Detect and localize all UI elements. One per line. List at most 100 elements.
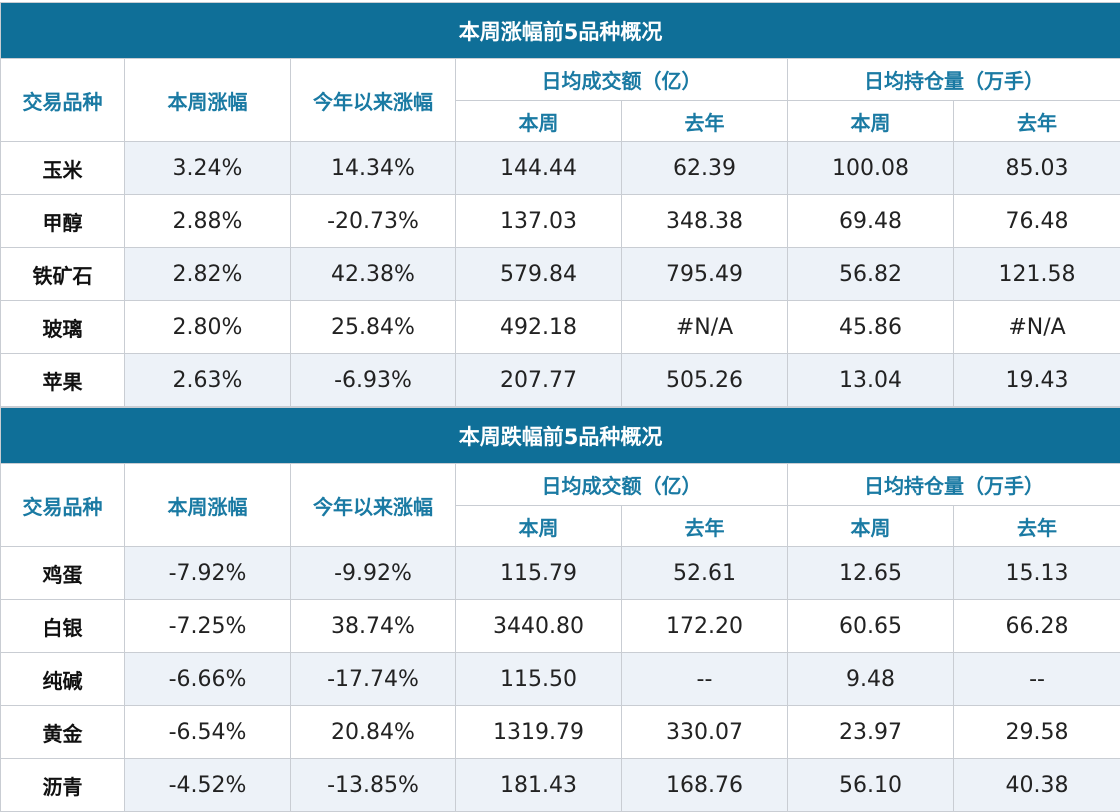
turnover-last-year-value: 330.07 [621,705,788,759]
header-avg-open-interest: 日均持仓量（万手） [786,58,1120,101]
ytd-change-value: 42.38% [290,247,456,301]
header-oi-last-year: 去年 [952,505,1120,547]
variety-name: 黄金 [0,705,125,759]
table-row: 沥青 -4.52% -13.85% 181.43 168.76 56.10 40… [0,758,1120,812]
oi-this-week-value: 45.86 [787,300,954,354]
weekly-change-value: 2.63% [124,353,291,407]
oi-this-week-value: 56.82 [787,247,954,301]
oi-this-week-value: 100.08 [787,141,954,195]
variety-name: 甲醇 [0,194,125,248]
header-avg-turnover: 日均成交额（亿） [455,463,788,506]
oi-last-year-value: 15.13 [952,546,1120,600]
table-row: 纯碱 -6.66% -17.74% 115.50 -- 9.48 -- [0,652,1120,706]
oi-last-year-value: 76.48 [952,194,1120,248]
oi-this-week-value: 56.10 [787,758,954,812]
turnover-this-week-value: 579.84 [455,247,622,301]
header-avg-turnover: 日均成交额（亿） [455,58,788,101]
turnover-last-year-value: 348.38 [621,194,788,248]
turnover-last-year-value: 52.61 [621,546,788,600]
weekly-change-value: -6.66% [124,652,291,706]
turnover-this-week-value: 207.77 [455,353,622,407]
header-oi-this-week: 本周 [787,505,954,547]
oi-this-week-value: 69.48 [787,194,954,248]
header-turnover-last-year: 去年 [621,100,788,142]
turnover-this-week-value: 492.18 [455,300,622,354]
turnover-this-week-value: 144.44 [455,141,622,195]
header-avg-open-interest: 日均持仓量（万手） [786,463,1120,506]
ytd-change-value: -9.92% [290,546,456,600]
weekly-change-value: 2.88% [124,194,291,248]
oi-this-week-value: 9.48 [787,652,954,706]
weekly-change-value: 2.82% [124,247,291,301]
ytd-change-value: 25.84% [290,300,456,354]
ytd-change-value: -13.85% [290,758,456,812]
weekly-change-value: -6.54% [124,705,291,759]
turnover-last-year-value: 505.26 [621,353,788,407]
header-oi-this-week: 本周 [787,100,954,142]
header-turnover-last-year: 去年 [621,505,788,547]
oi-this-week-value: 13.04 [787,353,954,407]
header-turnover-this-week: 本周 [455,505,622,547]
table-row: 苹果 2.63% -6.93% 207.77 505.26 13.04 19.4… [0,353,1120,407]
table-title: 本周跌幅前5品种概况 [0,407,1120,464]
variety-name: 铁矿石 [0,247,125,301]
oi-this-week-value: 12.65 [787,546,954,600]
turnover-last-year-value: 62.39 [621,141,788,195]
weekly-change-value: 2.80% [124,300,291,354]
turnover-last-year-value: 168.76 [621,758,788,812]
turnover-this-week-value: 3440.80 [455,599,622,653]
ytd-change-value: -20.73% [290,194,456,248]
ytd-change-value: 14.34% [290,141,456,195]
oi-last-year-value: 19.43 [952,353,1120,407]
variety-name: 玉米 [0,141,125,195]
header-weekly-change: 本周涨幅 [124,463,291,547]
header-ytd-change: 今年以来涨幅 [290,463,456,547]
table-row: 甲醇 2.88% -20.73% 137.03 348.38 69.48 76.… [0,194,1120,248]
header-variety: 交易品种 [0,463,125,547]
oi-this-week-value: 23.97 [787,705,954,759]
ytd-change-value: -17.74% [290,652,456,706]
top-gainers-table: 本周涨幅前5品种概况 交易品种 本周涨幅 今年以来涨幅 日均成交额（亿） 日均持… [0,2,1120,407]
oi-last-year-value: 40.38 [952,758,1120,812]
oi-last-year-value: 66.28 [952,599,1120,653]
turnover-last-year-value: 795.49 [621,247,788,301]
header-weekly-change: 本周涨幅 [124,58,291,142]
oi-last-year-value: -- [952,652,1120,706]
weekly-change-value: -4.52% [124,758,291,812]
oi-last-year-value: #N/A [952,300,1120,354]
variety-name: 玻璃 [0,300,125,354]
top-decliners-table: 本周跌幅前5品种概况 交易品种 本周涨幅 今年以来涨幅 日均成交额（亿） 日均持… [0,407,1120,812]
oi-last-year-value: 121.58 [952,247,1120,301]
header-oi-last-year: 去年 [952,100,1120,142]
turnover-this-week-value: 1319.79 [455,705,622,759]
turnover-last-year-value: #N/A [621,300,788,354]
variety-name: 沥青 [0,758,125,812]
ytd-change-value: -6.93% [290,353,456,407]
weekly-change-value: -7.92% [124,546,291,600]
oi-last-year-value: 29.58 [952,705,1120,759]
weekly-change-value: 3.24% [124,141,291,195]
turnover-last-year-value: 172.20 [621,599,788,653]
turnover-this-week-value: 137.03 [455,194,622,248]
table-row: 鸡蛋 -7.92% -9.92% 115.79 52.61 12.65 15.1… [0,546,1120,600]
table-row: 玉米 3.24% 14.34% 144.44 62.39 100.08 85.0… [0,141,1120,195]
table-row: 铁矿石 2.82% 42.38% 579.84 795.49 56.82 121… [0,247,1120,301]
header-turnover-this-week: 本周 [455,100,622,142]
ytd-change-value: 38.74% [290,599,456,653]
table-row: 白银 -7.25% 38.74% 3440.80 172.20 60.65 66… [0,599,1120,653]
variety-name: 纯碱 [0,652,125,706]
header-ytd-change: 今年以来涨幅 [290,58,456,142]
ytd-change-value: 20.84% [290,705,456,759]
turnover-this-week-value: 181.43 [455,758,622,812]
header-variety: 交易品种 [0,58,125,142]
table-row: 玻璃 2.80% 25.84% 492.18 #N/A 45.86 #N/A [0,300,1120,354]
variety-name: 白银 [0,599,125,653]
table-title: 本周涨幅前5品种概况 [0,2,1120,59]
weekly-change-value: -7.25% [124,599,291,653]
turnover-this-week-value: 115.79 [455,546,622,600]
turnover-last-year-value: -- [621,652,788,706]
variety-name: 鸡蛋 [0,546,125,600]
oi-this-week-value: 60.65 [787,599,954,653]
oi-last-year-value: 85.03 [952,141,1120,195]
